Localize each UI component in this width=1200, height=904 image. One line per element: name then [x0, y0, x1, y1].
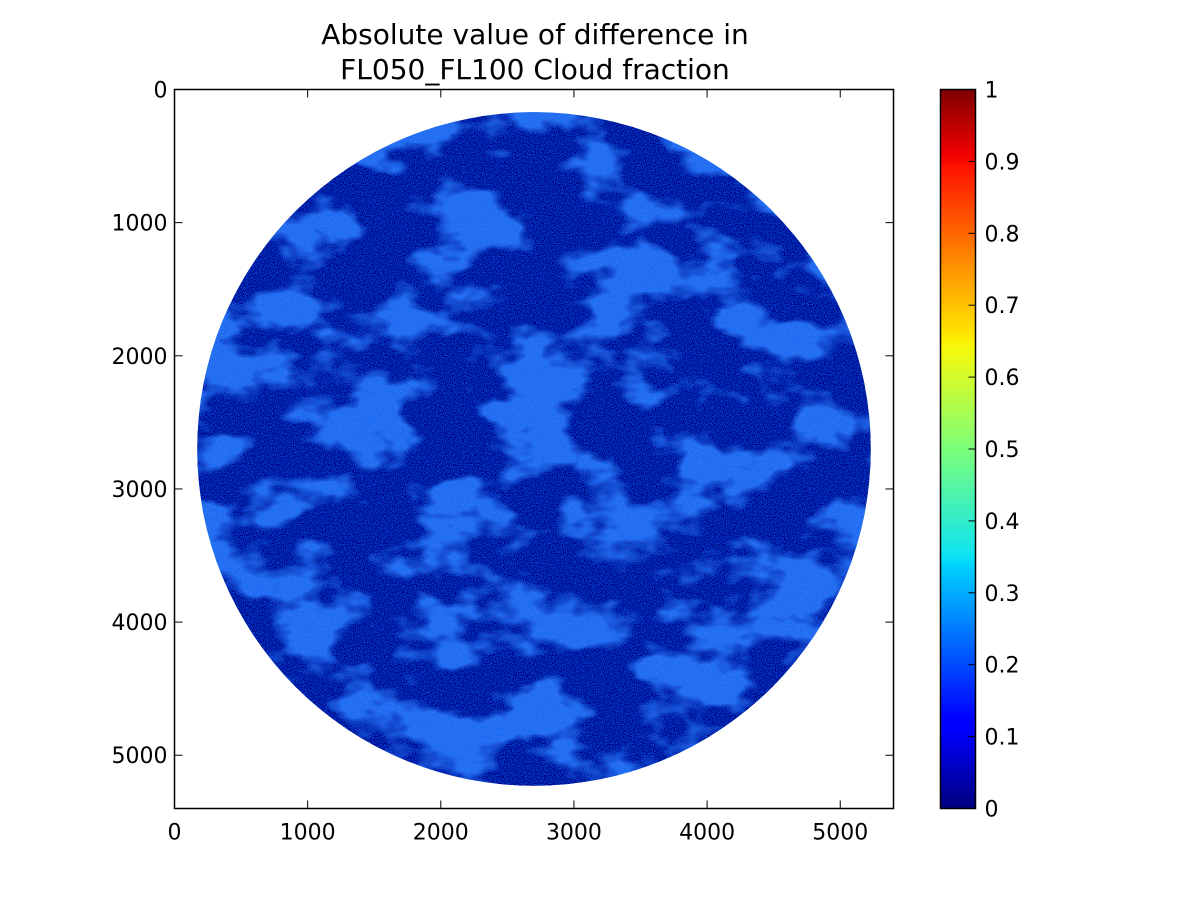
y-tick-label: 2000 — [112, 345, 168, 370]
x-tick-label: 2000 — [413, 821, 469, 846]
plot-area: 0 1000 2000 3000 4000 5000 0 1000 2000 3000 4000 5… — [112, 79, 895, 846]
chart-title-line-1: Absolute value of difference in — [321, 18, 749, 51]
colorbar-tick-label: 0.2 — [985, 654, 1020, 679]
colorbar-tick-label: 0.6 — [985, 366, 1020, 391]
y-tick-label: 3000 — [112, 478, 168, 503]
x-tick-label: 5000 — [812, 821, 868, 846]
colorbar-tick-label: 0.7 — [985, 294, 1020, 319]
colorbar-ticks: 0 0.1 0.2 0.3 0.4 0.5 0.6 0.7 0.8 0.9 1 — [968, 79, 1020, 823]
colorbar-tick-label: 0.1 — [985, 726, 1020, 751]
y-tick-label: 5000 — [112, 744, 168, 769]
plot-frame — [173, 88, 895, 810]
colorbar-tick-label: 1 — [985, 79, 999, 104]
y-tick-label: 1000 — [112, 212, 168, 237]
colorbar-tick-label: 0.9 — [985, 150, 1020, 175]
chart-title-line-2: FL050_FL100 Cloud fraction — [340, 53, 730, 86]
y-axis: 0 1000 2000 3000 4000 5000 — [112, 79, 894, 769]
colorbar-tick-label: 0.8 — [985, 222, 1020, 247]
earth-disk-image — [197, 112, 871, 786]
colorbar: 0 0.1 0.2 0.3 0.4 0.5 0.6 0.7 0.8 0.9 1 — [939, 79, 1020, 823]
y-tick-label: 4000 — [112, 611, 168, 636]
colorbar-tick-label: 0.5 — [985, 438, 1020, 463]
x-tick-label: 0 — [168, 821, 182, 846]
y-tick-label: 0 — [154, 79, 168, 104]
colorbar-tick-label: 0.4 — [985, 510, 1020, 535]
x-tick-label: 3000 — [546, 821, 602, 846]
colorbar-tick-label: 0 — [985, 798, 999, 823]
x-tick-label: 1000 — [280, 821, 336, 846]
speckle-noise-layer — [197, 112, 871, 786]
x-tick-label: 4000 — [679, 821, 735, 846]
x-axis: 0 1000 2000 3000 4000 5000 — [168, 89, 868, 846]
colorbar-tick-label: 0.3 — [985, 582, 1020, 607]
